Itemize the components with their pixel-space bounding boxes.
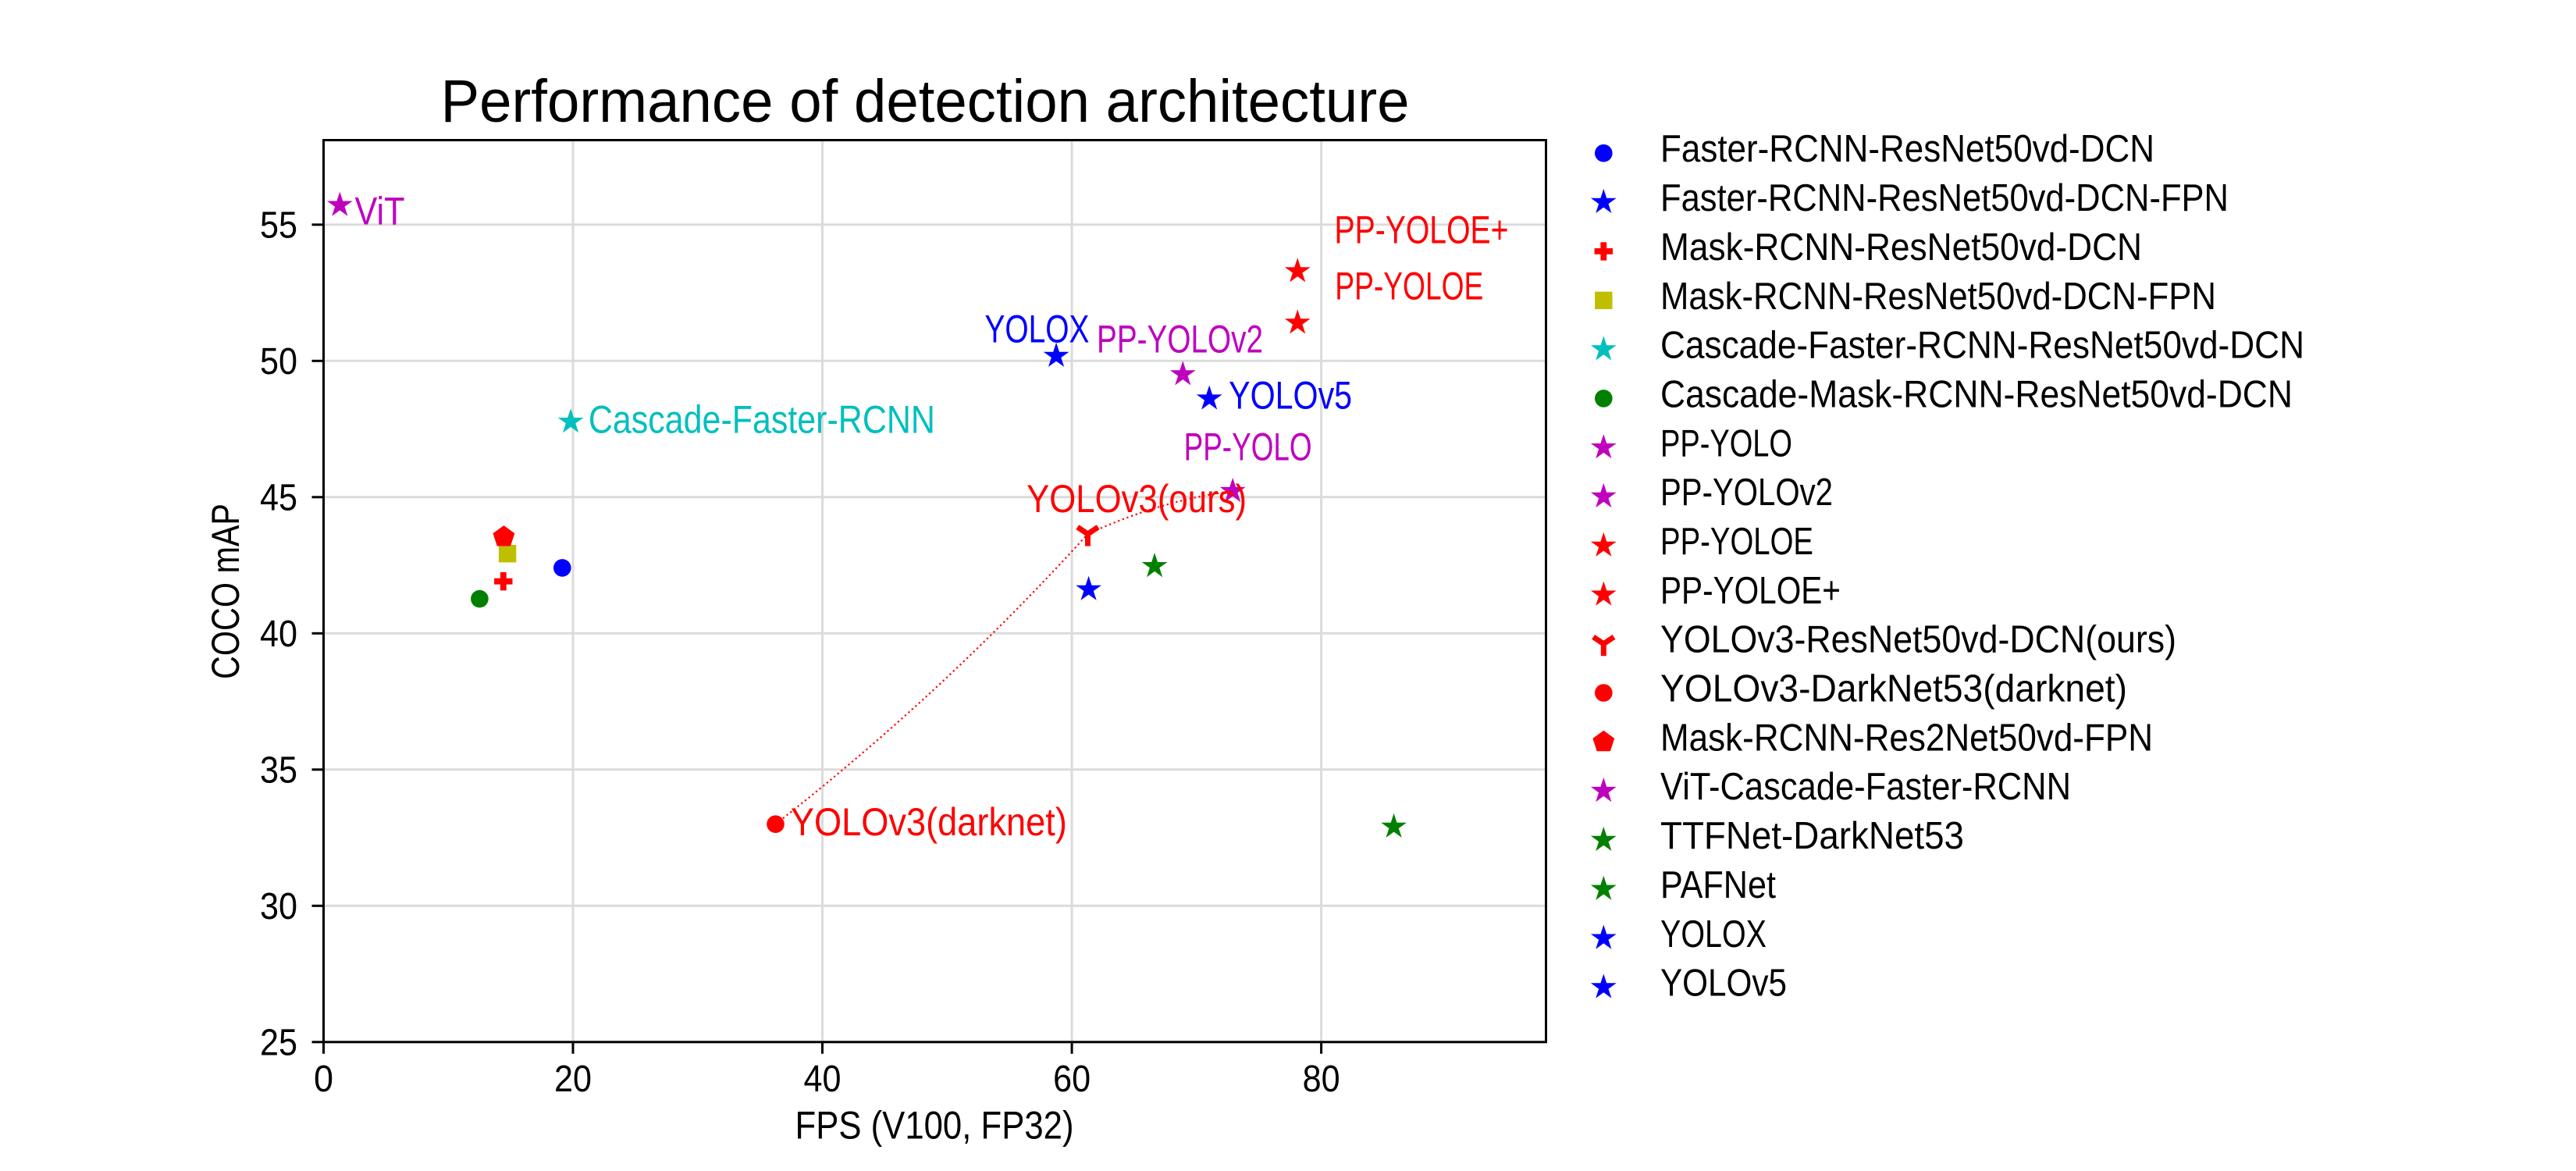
svg-text:YOLOX: YOLOX <box>985 308 1090 351</box>
svg-text:YOLOv3-ResNet50vd-DCN(ours): YOLOv3-ResNet50vd-DCN(ours) <box>1660 619 2176 661</box>
svg-text:40: 40 <box>260 614 297 655</box>
svg-text:YOLOv3(darknet): YOLOv3(darknet) <box>791 800 1067 844</box>
svg-text:COCO mAP: COCO mAP <box>204 504 247 679</box>
svg-text:PP-YOLOE+: PP-YOLOE+ <box>1335 208 1509 251</box>
svg-text:PP-YOLO: PP-YOLO <box>1660 422 1792 464</box>
svg-text:30: 30 <box>260 886 297 927</box>
svg-text:20: 20 <box>554 1059 592 1100</box>
svg-text:60: 60 <box>1053 1059 1091 1100</box>
svg-text:Cascade-Mask-RCNN-ResNet50vd-D: Cascade-Mask-RCNN-ResNet50vd-DCN <box>1660 374 2293 416</box>
svg-text:PP-YOLOv2: PP-YOLOv2 <box>1097 318 1263 361</box>
svg-text:Cascade-Faster-RCNN: Cascade-Faster-RCNN <box>589 398 935 442</box>
svg-text:PP-YOLOv2: PP-YOLOv2 <box>1660 472 1833 514</box>
svg-text:PP-YOLOE+: PP-YOLOE+ <box>1660 570 1841 612</box>
svg-text:Faster-RCNN-ResNet50vd-DCN: Faster-RCNN-ResNet50vd-DCN <box>1660 128 2154 170</box>
svg-text:40: 40 <box>804 1059 841 1100</box>
svg-text:PAFNet: PAFNet <box>1660 864 1776 906</box>
svg-text:Cascade-Faster-RCNN-ResNet50vd: Cascade-Faster-RCNN-ResNet50vd-DCN <box>1660 325 2304 367</box>
svg-text:0: 0 <box>314 1059 333 1100</box>
svg-text:FPS (V100, FP32): FPS (V100, FP32) <box>795 1104 1074 1148</box>
svg-text:Performance of detection archi: Performance of detection architecture <box>441 68 1410 135</box>
svg-text:PP-YOLOE: PP-YOLOE <box>1660 521 1813 563</box>
svg-text:ViT: ViT <box>355 190 405 233</box>
svg-text:Mask-RCNN-Res2Net50vd-FPN: Mask-RCNN-Res2Net50vd-FPN <box>1660 717 2153 759</box>
svg-text:TTFNet-DarkNet53: TTFNet-DarkNet53 <box>1660 815 1964 857</box>
svg-text:YOLOv5: YOLOv5 <box>1229 373 1352 417</box>
svg-text:55: 55 <box>260 205 297 246</box>
svg-text:YOLOX: YOLOX <box>1660 913 1767 956</box>
svg-text:25: 25 <box>260 1022 297 1063</box>
svg-text:PP-YOLO: PP-YOLO <box>1184 425 1312 469</box>
svg-text:YOLOv3-DarkNet53(darknet): YOLOv3-DarkNet53(darknet) <box>1660 668 2127 710</box>
svg-text:50: 50 <box>260 341 297 383</box>
svg-text:YOLOv5: YOLOv5 <box>1660 963 1787 1005</box>
svg-text:ViT-Cascade-Faster-RCNN: ViT-Cascade-Faster-RCNN <box>1660 766 2071 808</box>
svg-text:PP-YOLOE: PP-YOLOE <box>1335 265 1483 308</box>
svg-text:Faster-RCNN-ResNet50vd-DCN-FPN: Faster-RCNN-ResNet50vd-DCN-FPN <box>1660 177 2229 219</box>
svg-text:Mask-RCNN-ResNet50vd-DCN: Mask-RCNN-ResNet50vd-DCN <box>1660 226 2142 269</box>
svg-text:Mask-RCNN-ResNet50vd-DCN-FPN: Mask-RCNN-ResNet50vd-DCN-FPN <box>1660 276 2216 318</box>
svg-text:YOLOv3(ours): YOLOv3(ours) <box>1026 477 1247 521</box>
svg-text:80: 80 <box>1303 1059 1340 1100</box>
svg-text:45: 45 <box>260 477 297 518</box>
svg-text:35: 35 <box>260 749 297 791</box>
